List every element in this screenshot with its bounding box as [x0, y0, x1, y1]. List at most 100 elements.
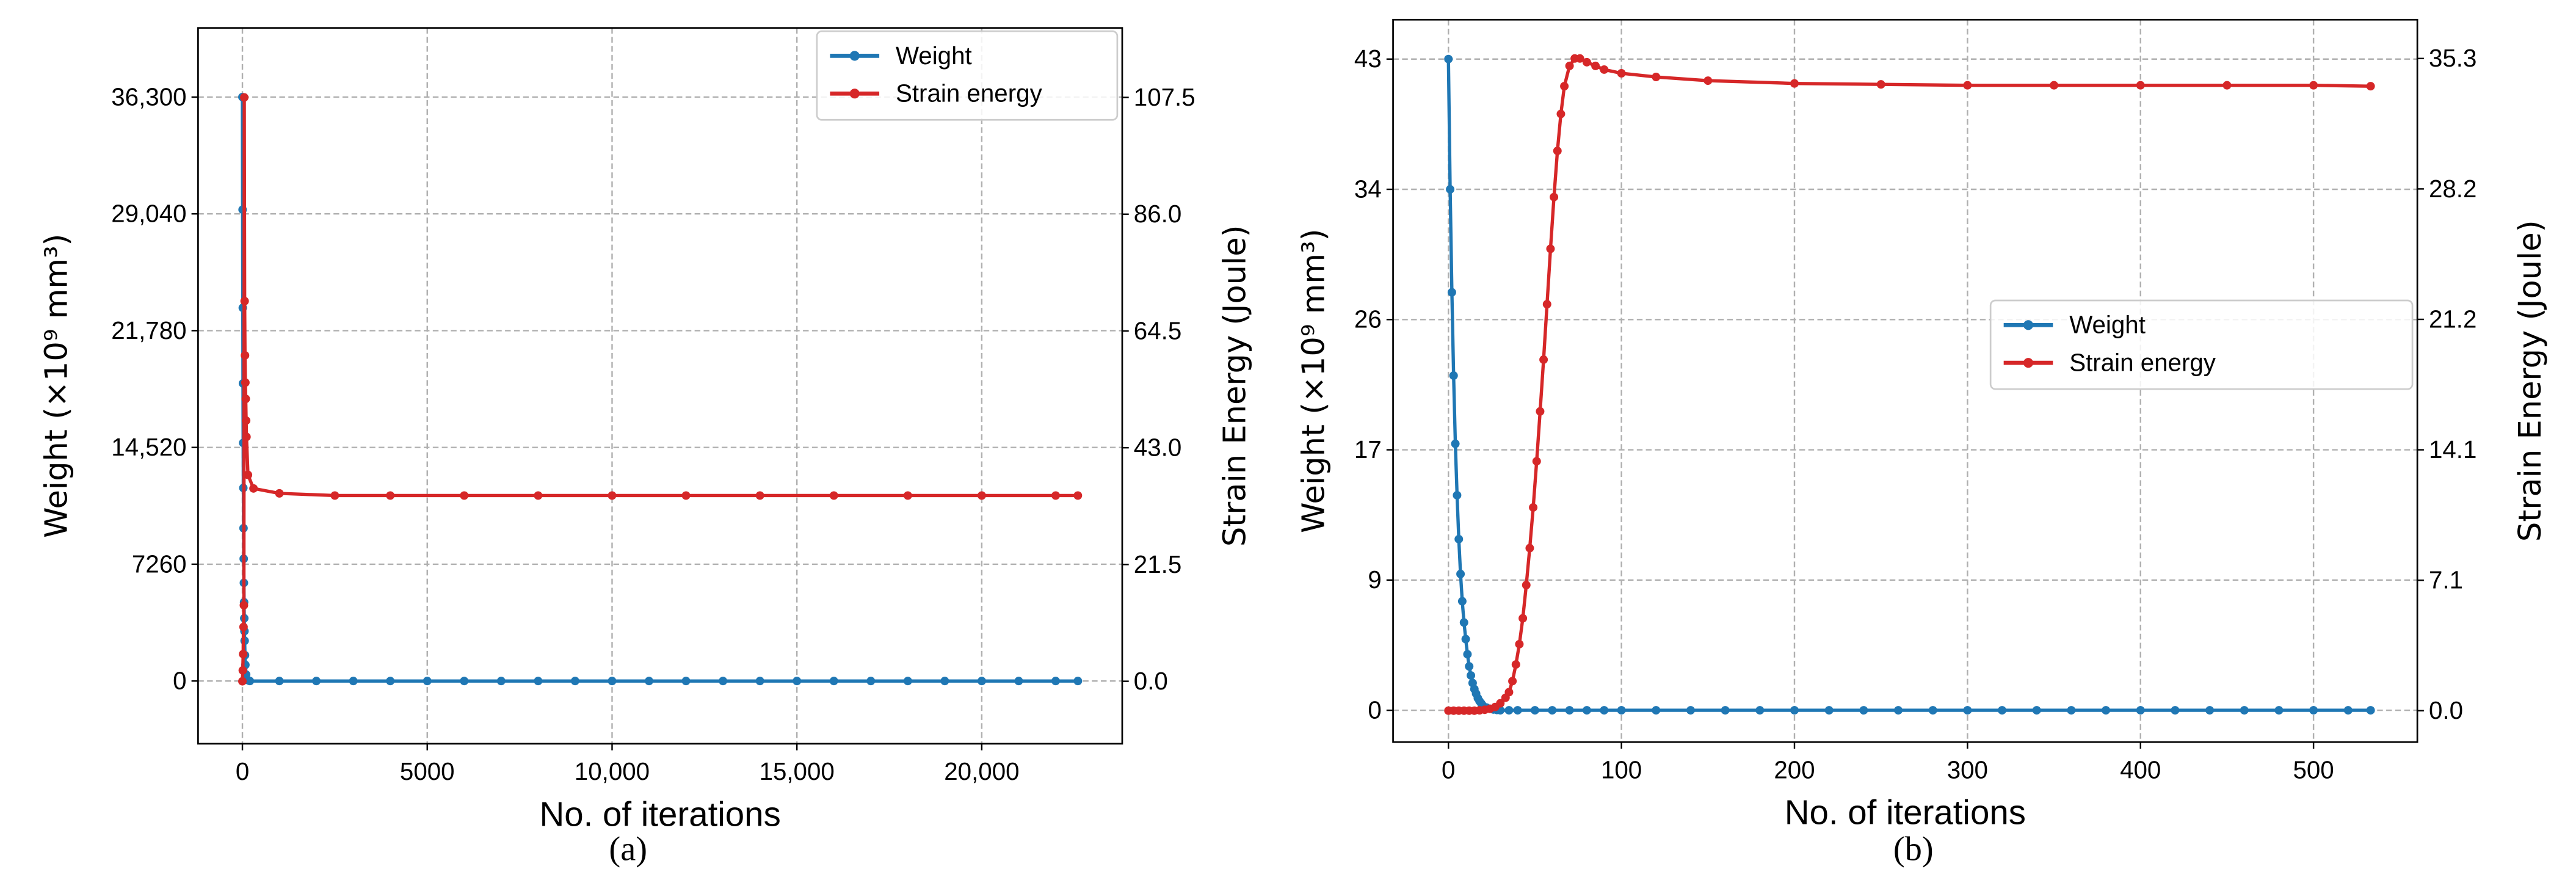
- data-point: [249, 484, 258, 493]
- data-point: [2343, 706, 2353, 715]
- chart-panel-a: 0 5000 10,000 15,000 20,000 0 7260 14,520 21,780…: [38, 27, 1254, 868]
- data-point: [1755, 706, 1765, 715]
- data-point: [1703, 76, 1713, 85]
- data-point: [1894, 706, 1903, 715]
- plot-frame: [197, 27, 1123, 745]
- data-point: [793, 677, 802, 686]
- data-point: [977, 677, 986, 686]
- x-tick-label: 15,000: [760, 757, 835, 785]
- data-point: [1539, 355, 1548, 364]
- data-point: [2309, 81, 2318, 90]
- y-tick-label: 21,780: [111, 316, 186, 344]
- data-point: [1515, 639, 1524, 649]
- y-right-tick-label: 14.1: [2429, 435, 2476, 464]
- data-point: [1542, 300, 1551, 309]
- data-point: [1824, 706, 1834, 715]
- data-point: [1073, 491, 1083, 500]
- series-line: [241, 95, 1078, 682]
- y-tick-label: 34: [1354, 175, 1382, 203]
- data-point: [534, 491, 543, 500]
- y-right-axis-label: Strain Energy (Joule): [1217, 225, 1254, 547]
- legend-marker: [2023, 320, 2034, 330]
- data-point: [244, 470, 253, 479]
- legend-label: Strain energy: [896, 79, 1043, 107]
- data-point: [2032, 706, 2041, 715]
- y-right-axis-label: Strain Energy (Joule): [2513, 220, 2549, 542]
- data-point: [2205, 706, 2215, 715]
- data-point: [1522, 581, 1531, 590]
- data-point: [386, 677, 395, 686]
- series-weight: [238, 92, 1083, 686]
- data-point: [1859, 706, 1868, 715]
- y-right-tick-label: 0.0: [2429, 696, 2463, 724]
- data-point: [239, 650, 248, 659]
- x-axis-label: No. of iterations: [1785, 793, 2026, 832]
- series-line: [241, 96, 1078, 683]
- data-point: [1511, 660, 1520, 669]
- data-point: [1456, 569, 1465, 578]
- data-point: [2274, 706, 2284, 715]
- x-tick-label: 0: [1442, 755, 1455, 784]
- data-point: [2366, 706, 2375, 715]
- data-point: [2366, 82, 2375, 91]
- x-tick-label: 100: [1601, 755, 1642, 784]
- x-tick-label: 20,000: [944, 757, 1019, 785]
- data-point: [1721, 706, 1730, 715]
- data-point: [2240, 706, 2249, 715]
- x-tick-label: 10,000: [575, 757, 650, 785]
- data-point: [608, 677, 617, 686]
- data-point: [1051, 491, 1060, 500]
- data-point: [1496, 699, 1505, 708]
- data-point: [534, 677, 543, 686]
- legend-box: [1989, 299, 2414, 390]
- data-point: [1876, 80, 1885, 89]
- data-point: [1073, 677, 1083, 686]
- data-point: [423, 677, 432, 686]
- x-tick-label: 300: [1947, 755, 1988, 784]
- y-right-tick-label: 86.0: [1134, 200, 1181, 228]
- data-point: [570, 677, 579, 686]
- data-point: [2067, 706, 2076, 715]
- data-point: [1963, 706, 1972, 715]
- data-point: [1518, 614, 1528, 623]
- data-point: [1051, 677, 1060, 686]
- data-point: [1617, 69, 1626, 78]
- data-point: [1525, 544, 1534, 553]
- data-point: [242, 432, 251, 442]
- data-point: [496, 677, 506, 686]
- data-point: [460, 491, 469, 500]
- data-point: [1451, 439, 1460, 448]
- data-point: [2136, 706, 2145, 715]
- y-tick-label: 14,520: [111, 433, 186, 461]
- y-right-tick-label: 21.5: [1134, 550, 1181, 578]
- y-tick-label: 0: [1368, 696, 1381, 724]
- data-point: [755, 491, 764, 500]
- data-point: [241, 351, 250, 360]
- y-right-tick-label: 43.0: [1134, 434, 1181, 462]
- data-point: [241, 378, 250, 387]
- x-tick-label: 400: [2120, 755, 2161, 784]
- data-point: [645, 677, 654, 686]
- data-point: [1790, 706, 1799, 715]
- x-tick-label: 500: [2293, 755, 2334, 784]
- x-tick-label: 0: [236, 757, 249, 785]
- data-point: [386, 491, 395, 500]
- series-strain-energy: [1444, 54, 2375, 715]
- legend-marker: [849, 89, 860, 99]
- y-right-tick-label: 21.2: [2429, 305, 2476, 333]
- data-point: [608, 491, 617, 500]
- data-point: [238, 677, 247, 686]
- x-axis-label: No. of iterations: [540, 795, 781, 833]
- data-point: [1548, 706, 1557, 715]
- y-axis-label: Weight (×10⁹ mm³): [38, 234, 74, 539]
- data-point: [681, 677, 691, 686]
- data-point: [1530, 706, 1539, 715]
- data-point: [1444, 54, 1453, 64]
- data-point: [1617, 706, 1626, 715]
- data-point: [275, 489, 284, 498]
- data-point: [330, 491, 339, 500]
- data-point: [2309, 706, 2318, 715]
- y-tick-label: 43: [1354, 45, 1382, 73]
- data-point: [2102, 706, 2111, 715]
- data-point: [1790, 79, 1799, 88]
